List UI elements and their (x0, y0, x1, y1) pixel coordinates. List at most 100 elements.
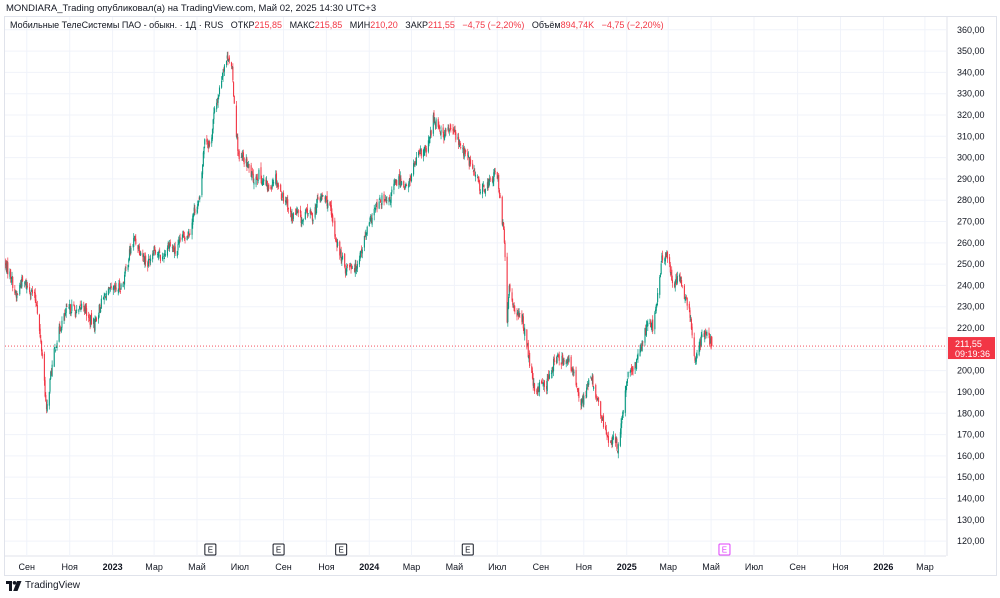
candle-body (168, 243, 170, 249)
candle-body (149, 259, 151, 264)
candle-body (533, 382, 535, 386)
earnings-marker[interactable]: E (204, 543, 217, 556)
candle-body (498, 189, 500, 195)
open-label: ОТКР (230, 20, 255, 30)
candle-body (447, 127, 449, 131)
candle-body (83, 306, 85, 308)
candle-body (422, 149, 425, 157)
time-axis[interactable]: Сен Ноя 2023 Мар Май Июл Сен Ноя 2024 Мар Май Июл Се… (19, 562, 934, 572)
time-tick-label: 2023 (103, 562, 123, 572)
candle-body (683, 285, 685, 300)
candle-body (206, 142, 209, 144)
tradingview-brand[interactable]: TradingView (6, 580, 80, 591)
candle-body (370, 217, 372, 224)
candle-body (454, 129, 456, 133)
price-tick-label: 330,00 (957, 89, 985, 99)
time-tick-label: Сен (275, 562, 292, 572)
candle-body (654, 309, 657, 312)
candle-body (270, 187, 273, 190)
time-tick-label: Мар (659, 562, 677, 572)
candle-body (548, 375, 550, 379)
candle-body (368, 222, 370, 226)
candle-body (575, 370, 577, 385)
candle-body (327, 203, 329, 208)
candle-body (380, 204, 382, 206)
candle-body (391, 189, 393, 193)
candle-body (150, 258, 152, 262)
candle-body (262, 180, 264, 182)
candle-body (119, 281, 121, 290)
earnings-marker[interactable]: E (718, 543, 731, 556)
price-tick-label: 350,00 (957, 46, 985, 56)
candle-body (173, 248, 175, 252)
candle-body (110, 285, 112, 288)
candle-body (306, 208, 308, 213)
symbol-name: Мобильные ТелеСистемы ПАО - обыкн. · 1Д … (10, 20, 224, 30)
candle-body (222, 72, 224, 77)
candle-body (462, 148, 464, 150)
candle-body (138, 246, 140, 249)
price-tick-label: 220,00 (957, 323, 985, 333)
candle-body (680, 277, 682, 280)
candle-body (232, 66, 234, 81)
candle-body (469, 161, 471, 164)
candle-body (117, 289, 119, 292)
candle-body (342, 255, 344, 260)
candle-body (84, 304, 86, 314)
earnings-marker[interactable]: E (335, 543, 348, 556)
candle-body (425, 147, 427, 153)
time-tick-label: Сен (533, 562, 550, 572)
price-axis[interactable]: 120,00 130,00 140,00 150,00 160,00 170,00 180,… (957, 25, 985, 546)
candle-body (543, 382, 545, 385)
candle-body (541, 381, 543, 384)
candle-body (196, 210, 198, 212)
candle-body (711, 336, 713, 347)
candle-body (140, 252, 142, 256)
candle-body (95, 319, 97, 321)
candle-body (586, 384, 588, 386)
candle-body (211, 137, 213, 144)
candle-body (109, 288, 111, 290)
candle-body (261, 178, 263, 184)
price-tick-label: 250,00 (957, 259, 985, 269)
candle-body (612, 435, 614, 440)
candle-body (669, 264, 671, 273)
candle-body (674, 281, 676, 288)
candle-body (414, 163, 416, 166)
candle-body (565, 360, 567, 365)
symbol-legend[interactable]: Мобильные ТелеСистемы ПАО - обыкн. · 1Д … (10, 20, 664, 30)
candle-body (307, 213, 309, 215)
candle-body (29, 287, 31, 293)
candle-body (178, 239, 180, 244)
candle-body (309, 210, 311, 214)
earnings-marker[interactable]: E (461, 543, 474, 556)
candle-body (557, 355, 560, 357)
candle-body (577, 389, 579, 393)
candle-body (526, 344, 529, 346)
candle-body (9, 271, 11, 277)
candle-body (355, 264, 357, 269)
candle-body (326, 195, 328, 206)
candle-body (334, 238, 337, 240)
candle-body (375, 203, 377, 207)
candle-body (50, 371, 52, 375)
candle-body (285, 200, 287, 203)
time-tick-label: Июл (231, 562, 249, 572)
candle-body (413, 163, 415, 165)
candle-body (443, 135, 445, 139)
candle-body (340, 250, 342, 262)
candle-body (513, 305, 515, 312)
earnings-marker[interactable]: E (272, 543, 285, 556)
candle-body (439, 127, 441, 130)
candle-body (223, 65, 225, 72)
candle-body (34, 292, 36, 301)
candle-body (85, 305, 87, 310)
candle-body (685, 296, 687, 298)
candle-body (113, 285, 115, 289)
candle-body (516, 312, 518, 317)
candle-body (591, 377, 593, 381)
candle-body (450, 128, 452, 129)
candle-body (11, 276, 13, 279)
candle-body (86, 308, 88, 316)
